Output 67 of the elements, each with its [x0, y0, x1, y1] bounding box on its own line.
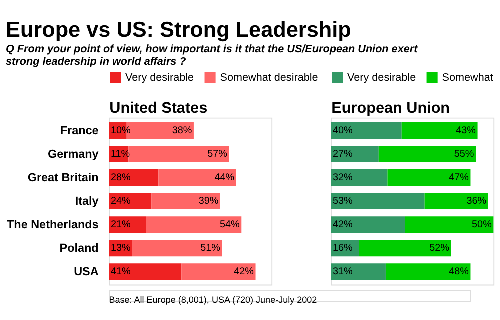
data-label: 54%	[220, 220, 240, 231]
data-label: 48%	[449, 266, 470, 278]
bar	[152, 193, 220, 210]
data-label: 36%	[466, 196, 487, 208]
data-label: 10%	[111, 125, 132, 136]
legend-label: Somewhat	[442, 72, 494, 84]
data-label: 11%	[111, 148, 130, 160]
bar	[388, 170, 471, 186]
bar	[128, 146, 230, 163]
x-axis-title: United States	[110, 100, 208, 117]
legend-label: Very desirable	[125, 72, 194, 84]
data-label: 38%	[172, 125, 192, 136]
data-label: 32%	[333, 172, 354, 184]
data-label: 24%	[111, 196, 132, 208]
y-tick-label: Italy	[75, 194, 100, 208]
data-label: 55%	[454, 148, 474, 160]
data-label: 39%	[198, 196, 219, 208]
bar	[109, 264, 182, 280]
y-tick-label: Germany	[48, 148, 100, 161]
data-label: 44%	[214, 172, 235, 184]
data-label: 40%	[333, 125, 354, 136]
data-label: 43%	[456, 125, 476, 136]
data-label: 42%	[333, 220, 354, 231]
legend-label: Somewhat desirable	[220, 72, 318, 84]
x-axis-title: European Union	[332, 100, 450, 117]
bar	[359, 240, 452, 257]
legend-label: Very desirable	[347, 72, 416, 84]
data-label: 13%	[111, 243, 132, 254]
bar	[331, 170, 388, 186]
data-label: 27%	[333, 148, 354, 160]
bar	[424, 193, 488, 210]
data-label: 51%	[200, 243, 221, 254]
chart-title: Europe vs US: Strong Leadership	[6, 17, 352, 42]
bar	[132, 240, 222, 257]
bar	[109, 170, 159, 186]
data-label: 50%	[472, 220, 492, 231]
bar	[158, 170, 236, 186]
bar	[146, 216, 242, 234]
y-tick-label: Great Britain	[28, 171, 99, 184]
y-tick-label: France	[60, 124, 100, 138]
y-tick-label: The Netherlands	[7, 218, 100, 232]
data-label: 28%	[111, 172, 132, 184]
bar	[378, 146, 476, 163]
chart-subtitle: Q From your point of view, how important is it that the US/European Union exert strong leadership in world affairs ?	[6, 43, 418, 68]
bar	[182, 264, 256, 280]
bar	[109, 193, 152, 210]
data-label: 47%	[449, 172, 470, 184]
y-tick-label: Poland	[60, 242, 99, 255]
data-label: 52%	[430, 243, 450, 254]
text: Base: All Europe (8,001), USA (720) June-July 2002	[109, 294, 318, 305]
bar	[402, 122, 478, 139]
data-label: 53%	[333, 196, 354, 208]
y-tick-label: USA	[74, 265, 100, 278]
bar	[109, 216, 146, 234]
bar	[331, 264, 386, 280]
bar	[331, 193, 425, 210]
bar	[331, 122, 402, 139]
bar	[405, 216, 494, 234]
bar	[331, 216, 406, 234]
data-label: 57%	[208, 148, 228, 160]
data-label: 41%	[111, 266, 132, 278]
data-label: 21%	[111, 220, 132, 231]
data-label: 31%	[333, 266, 354, 278]
data-label: 16%	[333, 243, 354, 254]
data-label: 42%	[234, 266, 254, 278]
bar	[386, 264, 471, 280]
bar	[331, 146, 379, 163]
